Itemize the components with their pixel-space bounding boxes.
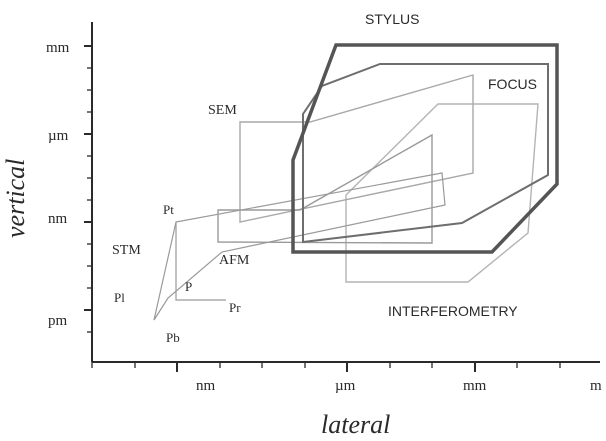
y-axis-title: vertical [1, 159, 30, 238]
stylus-label: STYLUS [365, 11, 419, 27]
x-tick-label-um: µm [335, 378, 356, 394]
x-axis-ticks [91, 362, 561, 372]
focus-region [302, 63, 549, 244]
point-label-pt: Pt [163, 202, 174, 217]
point-label-pr: Pr [229, 300, 241, 315]
stm-label: STM [112, 243, 141, 258]
point-label-pb: Pb [166, 330, 180, 345]
afm-region [217, 133, 433, 244]
x-tick-label-nm: nm [196, 378, 216, 394]
y-tick-label-um: µm [48, 128, 69, 144]
point-label-pl: Pl [114, 290, 125, 305]
interferometry-region [345, 103, 539, 283]
afm-label: AFM [219, 253, 250, 268]
sem-region [239, 74, 474, 223]
stm-region [153, 172, 446, 321]
y-tick-label-pm: pm [48, 313, 68, 329]
stylus-region [291, 43, 559, 254]
y-axis-ticks [84, 45, 92, 333]
point-label-p: P [185, 279, 192, 294]
x-tick-label-mm: mm [463, 378, 487, 394]
sem-label: SEM [208, 103, 237, 118]
stm-inner-bracket [175, 222, 226, 301]
y-tick-label-nm: nm [48, 211, 68, 227]
x-axis-title: lateral [321, 410, 390, 439]
x-tick-label-m: m [590, 378, 602, 394]
interferometry-label: INTERFEROMETRY [388, 303, 518, 319]
focus-label: FOCUS [488, 76, 537, 92]
y-tick-label-mm: mm [46, 40, 70, 56]
